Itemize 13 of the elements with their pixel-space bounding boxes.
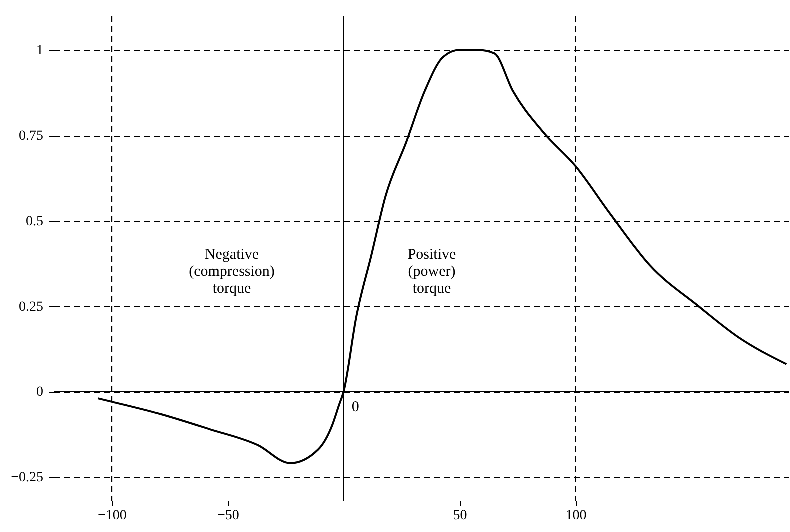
x-tick-label: −50 [217,508,240,524]
y-tick-label: 0 [36,385,44,400]
x-tick-label: 100 [566,508,587,524]
annotation: Positive (power) torque [408,247,457,297]
annotation: Negative (compression) torque [189,247,275,297]
y-tick-label: 1 [36,44,44,59]
x-tick-label: 50 [453,508,468,524]
y-tick-label: −0.25 [11,470,44,486]
annotation: 0 [352,400,360,416]
y-tick-label: 0.5 [26,214,44,230]
y-tick-label: 0.25 [19,300,44,315]
y-tick-label: 0.75 [19,129,44,144]
x-tick-label: −100 [98,508,127,524]
